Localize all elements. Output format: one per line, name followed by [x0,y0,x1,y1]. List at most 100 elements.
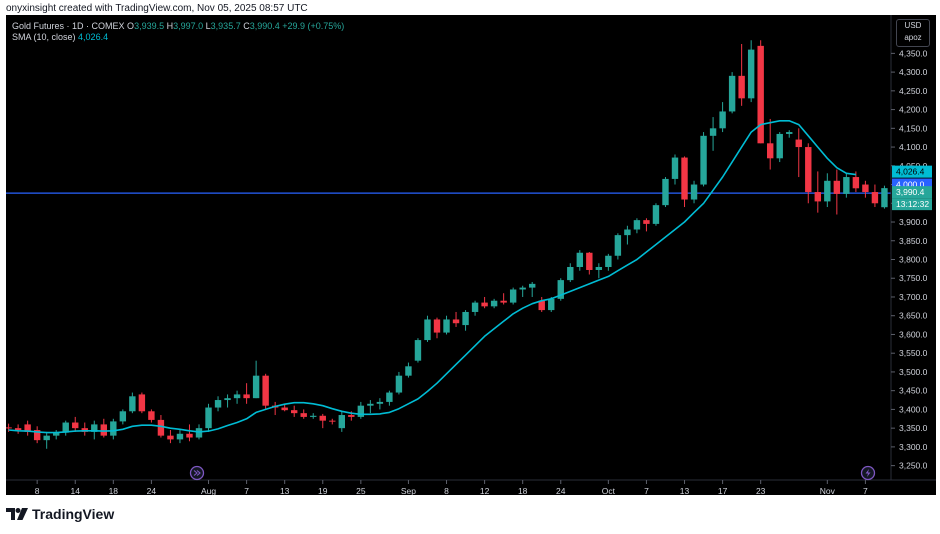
candle-body [176,433,184,440]
candle [110,418,117,440]
candle-body [72,422,79,429]
candle [424,315,431,342]
price-label: 3,990.4 [892,186,932,199]
candle [186,424,193,442]
candle [214,396,222,412]
candle-body [548,298,555,311]
candle-body [852,177,860,189]
candle-body [833,180,841,194]
candle-body [119,411,127,422]
chart-panel[interactable]: 3,250.0 3,300.0 3,350.0 3,400.0 3,450.0 3,500… [5,15,936,496]
candle [24,420,31,436]
y-tick-label: 3,350.0 [899,423,928,433]
candle [557,278,564,301]
sma-label[interactable]: SMA (10, close) [12,32,76,42]
candle [262,373,269,410]
x-tick-label: Nov [820,486,836,495]
x-tick-label: 13 [280,486,290,495]
candle [595,263,603,279]
candle-body [433,319,441,333]
close-value: 3,990.4 [249,21,280,31]
candle-body [91,424,98,432]
high-label: H [166,21,174,31]
candle-body [633,220,641,230]
candle [824,173,831,208]
lightning-icon[interactable] [860,465,876,481]
x-tick-label: 7 [644,486,649,495]
candle-body [519,287,526,290]
price-label-text: 4,026.4 [896,167,925,177]
candle [652,203,660,226]
candle-body [614,235,622,256]
price-labels: 4,026.4 4,000.03,990.4 13:12:32 [892,165,932,211]
price-label-text: 4,000.0 [896,180,925,190]
candle [671,154,679,185]
candle [624,225,631,245]
candle [805,143,812,204]
candle [529,281,536,297]
candle-body [291,410,298,414]
candle-body [252,375,260,399]
candle-body [14,428,22,431]
candle [291,405,298,417]
candle [329,418,336,425]
candle-body [862,184,869,193]
candle-body [310,415,317,417]
candle-body [262,375,269,406]
candle [662,177,669,208]
price-label-text: 3,990.4 [896,187,925,197]
x-tick-label: 17 [718,486,728,495]
candle [776,132,783,163]
sma-line [8,120,857,434]
candle [72,416,79,432]
x-axis: 8 14 18 24 Aug 7 13 19 25 Sep 8 12 18 24 Oct 7 13 17 23 Nov… [6,479,936,496]
price-chart-svg[interactable]: 3,250.0 3,300.0 3,350.0 3,400.0 3,450.0 3,500… [5,15,936,496]
change-value: +29.9 (+0.75%) [282,21,345,31]
price-label: 4,026.4 [892,165,932,178]
candle [119,409,127,425]
goto-realtime-icon[interactable] [189,465,205,481]
symbol-name[interactable]: Gold Futures · 1D · COMEX [12,21,125,31]
candle-body [662,178,669,206]
x-tick-label: 23 [756,486,766,495]
candle-body [719,111,726,129]
candle-body [843,177,850,194]
candle-body [881,188,888,208]
y-tick-label: 3,500.0 [899,367,928,377]
candle [433,317,441,339]
candle-body [871,192,879,204]
candle-body [471,302,479,312]
candle-body [557,280,564,299]
candle-body [157,419,165,436]
candle-body [214,400,222,408]
candle-body [405,366,412,376]
candle-body [110,421,117,436]
candle [462,310,469,331]
currency-selector[interactable]: USD apoz [896,19,930,47]
candle [376,398,384,410]
candle-body [43,435,50,441]
x-tick-label: 18 [518,486,528,495]
currency-label: USD [904,21,922,30]
x-tick-label: 7 [244,486,249,495]
x-tick-label: 12 [480,486,490,495]
x-tick-label: 8 [35,486,40,495]
candle-body [567,266,574,281]
candle [500,293,507,305]
low-label: L [205,21,211,31]
candle-body [795,139,802,148]
candle [881,185,888,209]
candle-body [700,135,707,185]
candle [243,383,250,404]
candle [62,420,69,436]
candle [281,403,288,412]
candle [843,173,850,198]
candle [471,300,479,316]
candle [700,132,707,187]
x-tick-label: 19 [318,486,328,495]
candle [614,233,622,260]
price-label-bg [892,165,932,178]
candle [148,409,155,423]
low-value: 3,935.7 [210,21,241,31]
sma-value: 4,026.4 [78,32,109,42]
